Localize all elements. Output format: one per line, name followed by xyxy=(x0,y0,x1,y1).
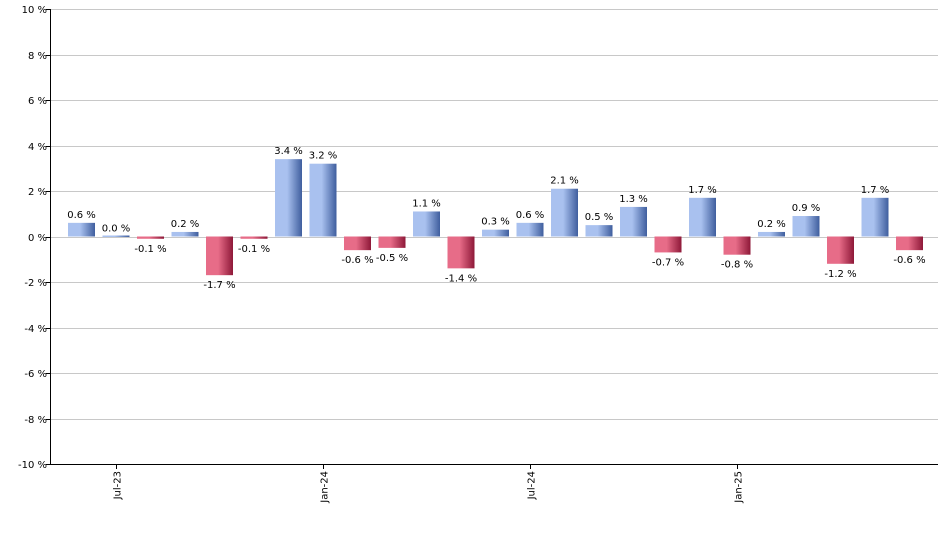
bar-Jan-24 xyxy=(309,163,337,237)
value-label-May-24: -1.4 % xyxy=(445,273,477,284)
x-tick-label: Jul-23 xyxy=(113,471,124,500)
bar-Dec-24 xyxy=(689,197,716,237)
bar-Mar-25 xyxy=(792,216,820,237)
y-tick-label: 10 % xyxy=(22,5,47,16)
bar-Sep-23 xyxy=(171,231,199,237)
bar-Sep-24 xyxy=(585,225,613,237)
value-label-Apr-24: 1.1 % xyxy=(412,198,441,209)
y-tick-label: -10 % xyxy=(18,460,47,471)
value-label-Mar-24: -0.5 % xyxy=(376,253,408,264)
value-label-Sep-23: 0.2 % xyxy=(171,219,200,230)
value-label-Jul-24: 0.6 % xyxy=(516,210,545,221)
y-axis-ticks: 10 % 8 % 6 % 4 % 2 % 0 % -2 % -4 % -6 % -8 % -10 % xyxy=(18,5,50,471)
value-label-May-25: 1.7 % xyxy=(861,185,890,196)
bar-Oct-24 xyxy=(620,206,647,237)
bar-Jan-25 xyxy=(723,236,751,255)
bar-Dec-23 xyxy=(275,159,302,237)
x-tick-label: Jul-24 xyxy=(527,471,538,500)
bar-Jun-23 xyxy=(68,222,95,237)
x-tick-label: Jan-24 xyxy=(320,471,331,504)
value-label-Jun-25: -0.6 % xyxy=(893,255,925,266)
value-label-Aug-23: -0.1 % xyxy=(134,244,166,255)
value-label-Jan-24: 3.2 % xyxy=(309,151,338,162)
bar-Jul-23 xyxy=(102,235,130,237)
bar-Apr-25 xyxy=(827,236,854,264)
value-label-Aug-24: 2.1 % xyxy=(550,176,579,187)
value-label-Nov-24: -0.7 % xyxy=(652,257,684,268)
value-label-Jun-24: 0.3 % xyxy=(481,217,510,228)
bar-Jul-24 xyxy=(516,222,544,237)
y-tick-label: -2 % xyxy=(24,278,47,289)
value-label-Nov-23: -0.1 % xyxy=(238,244,270,255)
y-tick-label: 2 % xyxy=(28,187,47,198)
bar-Apr-24 xyxy=(413,211,440,237)
bar-Feb-25 xyxy=(758,231,785,237)
bar-Jun-24 xyxy=(482,229,509,237)
y-tick-label: 8 % xyxy=(28,51,47,62)
value-labels: 0.6 %0.0 %-0.1 %0.2 %-1.7 %-0.1 %3.4 % 3.… xyxy=(67,146,925,291)
x-axis-ticks: Jul-23 Jan-24 Jul-24 Jan-25 xyxy=(113,464,745,504)
bar-Nov-23 xyxy=(240,236,268,239)
y-tick-label: -8 % xyxy=(24,415,47,426)
value-label-Apr-25: -1.2 % xyxy=(824,269,856,280)
x-tick-label: Jan-25 xyxy=(734,471,745,504)
value-label-Oct-23: -1.7 % xyxy=(203,280,235,291)
bar-Oct-23 xyxy=(206,236,233,276)
bar-Aug-23 xyxy=(137,236,164,239)
value-label-Dec-24: 1.7 % xyxy=(688,185,717,196)
y-tick-label: 4 % xyxy=(28,142,47,153)
y-tick-label: 0 % xyxy=(28,233,47,244)
gridlines xyxy=(50,9,938,420)
value-label-Dec-23: 3.4 % xyxy=(274,146,303,157)
value-label-Feb-24: -0.6 % xyxy=(341,255,373,266)
bars xyxy=(68,159,923,276)
bar-Aug-24 xyxy=(551,188,578,237)
value-label-Mar-25: 0.9 % xyxy=(792,203,821,214)
bar-Mar-24 xyxy=(378,236,406,248)
value-label-Jun-23: 0.6 % xyxy=(67,210,96,221)
bar-Feb-24 xyxy=(344,236,371,251)
value-label-Jul-23: 0.0 % xyxy=(102,224,131,235)
value-label-Feb-25: 0.2 % xyxy=(757,219,786,230)
y-tick-label: -4 % xyxy=(24,324,47,335)
bar-Jun-25 xyxy=(896,236,923,251)
value-label-Sep-24: 0.5 % xyxy=(585,212,614,223)
bar-May-25 xyxy=(861,197,889,237)
y-tick-label: -6 % xyxy=(24,369,47,380)
bar-Nov-24 xyxy=(654,236,682,253)
bar-May-24 xyxy=(447,236,475,269)
axes xyxy=(50,9,938,465)
value-label-Oct-24: 1.3 % xyxy=(619,194,648,205)
value-label-Jan-25: -0.8 % xyxy=(721,260,753,271)
y-tick-label: 6 % xyxy=(28,96,47,107)
